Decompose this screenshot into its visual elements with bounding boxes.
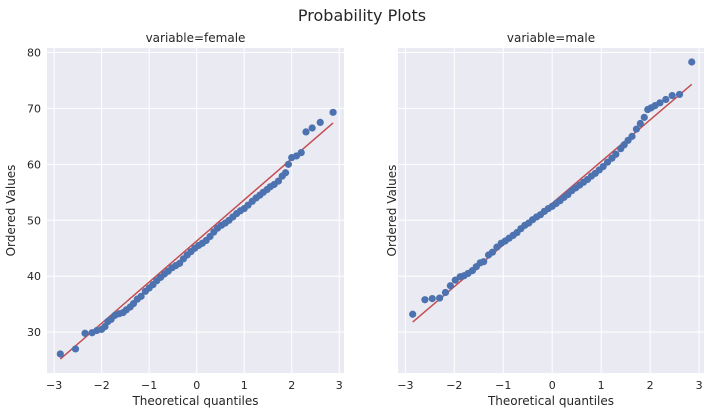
data-point (409, 310, 417, 318)
x-axis-label-male: Theoretical quantiles (487, 394, 614, 408)
data-point (56, 350, 64, 358)
y-tick-label: 60 (27, 158, 41, 171)
plot-area-female (47, 48, 344, 373)
x-tick-label: −1 (141, 379, 157, 392)
x-tick-label: −3 (397, 379, 413, 392)
x-tick-label: 2 (288, 379, 295, 392)
data-point (297, 149, 305, 157)
data-point (428, 295, 436, 303)
data-point (81, 329, 89, 337)
y-axis-label-female: Ordered Values (4, 165, 18, 257)
data-point (316, 118, 324, 126)
data-point (636, 119, 644, 128)
x-tick-label: 3 (336, 379, 343, 392)
x-tick-label: 3 (696, 379, 703, 392)
x-tick-label: 2 (647, 379, 654, 392)
data-point (599, 162, 607, 171)
data-point (137, 292, 145, 300)
data-point (480, 258, 488, 266)
panel-male: −3 −2 −1 0 1 2 3 variable=male Theoretical quant… (385, 31, 704, 408)
data-point (675, 90, 684, 99)
data-point (421, 296, 429, 304)
x-tick-label: −3 (46, 379, 62, 392)
data-point (656, 99, 664, 107)
data-point (662, 95, 670, 104)
data-point (436, 294, 444, 302)
data-point (446, 282, 454, 290)
data-point (274, 177, 283, 185)
panel-title-male: variable=male (507, 31, 595, 45)
data-point (441, 288, 450, 297)
x-axis-label-female: Theoretical quantiles (131, 394, 258, 408)
data-point (488, 248, 497, 256)
data-point (308, 124, 316, 132)
x-tick-label: 1 (241, 379, 248, 392)
panel-title-female: variable=female (146, 31, 246, 45)
y-tick-label: 50 (27, 214, 41, 227)
x-tick-label: 1 (598, 379, 605, 392)
x-tick-label: 0 (549, 379, 556, 392)
data-point (612, 150, 620, 158)
x-tick-label: 0 (193, 379, 200, 392)
data-point (302, 128, 310, 136)
data-point (628, 132, 636, 140)
data-point (688, 58, 696, 66)
data-point (281, 169, 290, 177)
y-tick-label: 30 (27, 326, 41, 339)
y-tick-label: 70 (27, 102, 41, 115)
data-point (284, 160, 293, 168)
y-tick-label: 80 (27, 46, 41, 59)
data-point (668, 91, 676, 100)
data-point (329, 108, 337, 116)
figure-suptitle: Probability Plots (298, 6, 426, 25)
panel-female: −3 −2 −1 0 1 2 3 30 40 50 60 70 80 variable=female The… (4, 31, 344, 408)
data-point (71, 345, 80, 353)
data-point (632, 125, 641, 133)
x-tick-label: −2 (94, 379, 110, 392)
data-point (640, 113, 648, 121)
y-tick-label: 40 (27, 270, 41, 283)
x-tick-label: −2 (446, 379, 462, 392)
y-axis-label-male: Ordered Values (385, 165, 399, 257)
x-tick-label: −1 (495, 379, 511, 392)
